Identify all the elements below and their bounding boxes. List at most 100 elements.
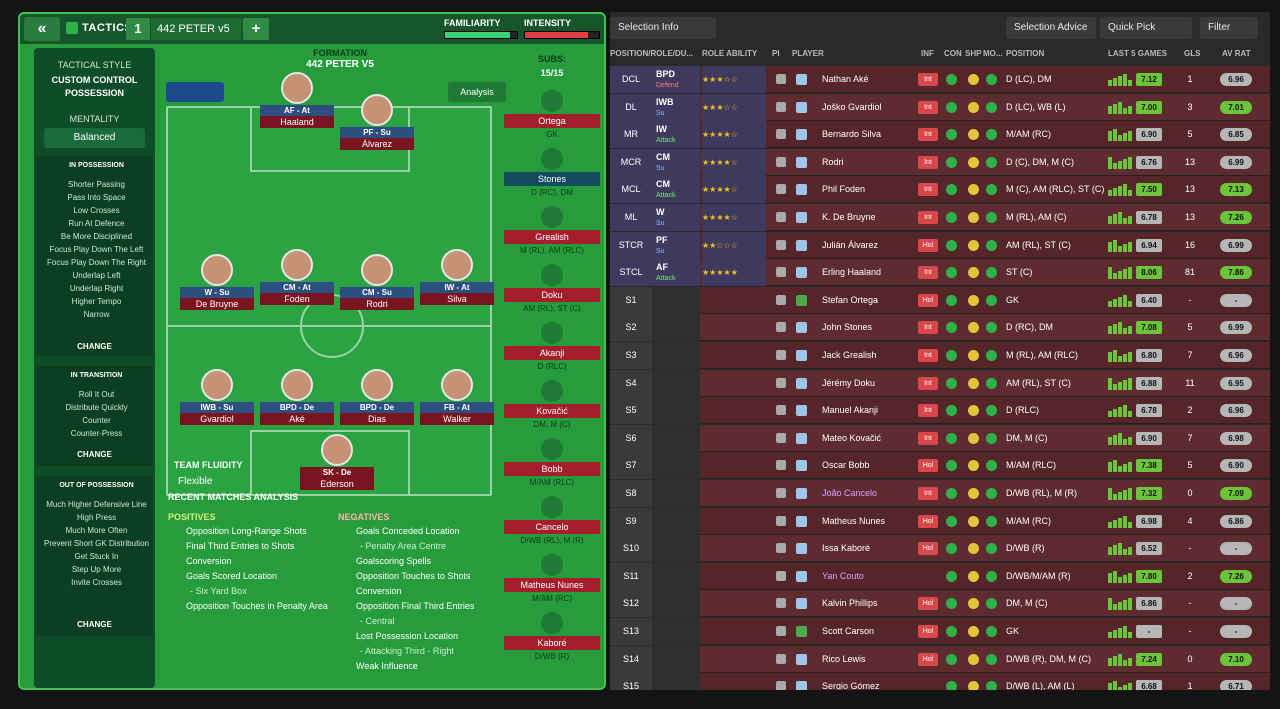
pi-icon[interactable] bbox=[776, 570, 786, 581]
pi-icon[interactable] bbox=[776, 626, 786, 636]
slot-label[interactable]: S12 bbox=[610, 590, 652, 618]
slot-label[interactable]: S7 bbox=[610, 452, 652, 480]
sub-player[interactable]: Ortega GK bbox=[504, 90, 600, 139]
sub-name[interactable]: Matheus Nunes bbox=[504, 578, 600, 592]
slot-label[interactable]: S8 bbox=[610, 480, 652, 507]
role-name[interactable]: IW bbox=[656, 124, 667, 135]
player-name[interactable]: Julián Álvarez bbox=[822, 239, 879, 250]
sub-name[interactable]: Kovačić bbox=[504, 404, 600, 418]
table-row[interactable]: DL IWB Su ★★★☆☆ Joško Gvardiol Int D (LC), WB … bbox=[610, 93, 1270, 121]
pi-icon[interactable] bbox=[776, 460, 786, 471]
role-cell[interactable] bbox=[652, 535, 700, 563]
table-row[interactable]: S11 Yan Couto D/WB/M/AM (R) 7.80 2 7.26 bbox=[610, 562, 1270, 590]
role-name[interactable]: AF bbox=[656, 262, 668, 273]
player-name[interactable]: John Stones bbox=[822, 322, 873, 333]
player-role[interactable]: W - Su bbox=[180, 287, 254, 298]
pitch-player[interactable]: W - Su De Bruyne bbox=[180, 254, 254, 310]
role-cell[interactable] bbox=[652, 590, 700, 618]
role-cell[interactable]: AF Attack bbox=[652, 259, 700, 287]
player-name[interactable]: Erling Haaland bbox=[822, 267, 882, 278]
table-row[interactable]: S14 Rico Lewis Hol D/WB (R), DM, M (C) 7.24 0… bbox=[610, 645, 1270, 673]
in-transition-change-button[interactable]: CHANGE bbox=[77, 450, 112, 459]
col-position[interactable]: POSITION bbox=[1006, 49, 1045, 58]
player-role[interactable]: IW - At bbox=[420, 282, 494, 293]
col-role-ability[interactable]: ROLE ABILITY bbox=[702, 49, 758, 58]
player-role[interactable]: BPD - De bbox=[340, 402, 414, 413]
role-cell[interactable] bbox=[652, 562, 700, 590]
role-cell[interactable]: PF Su bbox=[652, 231, 700, 259]
player-role[interactable]: AF - At bbox=[260, 105, 334, 116]
pi-icon[interactable] bbox=[776, 653, 786, 664]
col-gls[interactable]: GLS bbox=[1184, 49, 1201, 58]
player-role[interactable]: IWB - Su bbox=[180, 402, 254, 413]
table-row[interactable]: S12 Kalvin Phillips Hol DM, M (C) 6.86 - - bbox=[610, 590, 1270, 618]
table-row[interactable]: S3 Jack Grealish Int M (RL), AM (RLC) 6.80 7 6… bbox=[610, 342, 1270, 369]
role-cell[interactable] bbox=[652, 342, 700, 369]
intensity-bar[interactable] bbox=[524, 31, 600, 39]
role-cell[interactable]: IW Attack bbox=[652, 121, 700, 149]
player-name[interactable]: Oscar Bobb bbox=[822, 460, 870, 471]
pi-icon[interactable] bbox=[776, 598, 786, 609]
pi-icon[interactable] bbox=[776, 184, 786, 195]
slot-label[interactable]: DCL bbox=[610, 66, 652, 93]
role-name[interactable]: IWB bbox=[656, 96, 674, 107]
player-name[interactable]: Joško Gvardiol bbox=[822, 101, 882, 112]
formation-dropdown[interactable]: 442 PETER V5 bbox=[306, 59, 374, 70]
pi-icon[interactable] bbox=[776, 488, 786, 498]
slot-label[interactable]: S3 bbox=[610, 342, 652, 369]
slot-label[interactable]: MCR bbox=[610, 148, 652, 176]
player-name[interactable]: Rico Lewis bbox=[822, 653, 866, 664]
sub-name[interactable]: Ortega bbox=[504, 114, 600, 128]
role-cell[interactable]: W Su bbox=[652, 204, 700, 231]
pi-icon[interactable] bbox=[776, 432, 786, 443]
sub-player[interactable]: Akanji D (RLC) bbox=[504, 322, 600, 371]
pitch-player[interactable]: CM - At Foden bbox=[260, 249, 334, 305]
tactic-number-tab[interactable]: 1 bbox=[126, 18, 150, 40]
tactic-name-dropdown[interactable]: 442 PETER v5 bbox=[151, 18, 241, 40]
pi-icon[interactable] bbox=[776, 350, 786, 360]
player-role[interactable]: FB - At bbox=[420, 402, 494, 413]
player-name[interactable]: Scott Carson bbox=[822, 626, 875, 636]
view-toggle-buttons[interactable] bbox=[166, 82, 224, 102]
filter-dropdown[interactable]: Filter bbox=[1200, 17, 1258, 39]
slot-label[interactable]: S11 bbox=[610, 562, 652, 590]
col-last5[interactable]: LAST 5 GAMES bbox=[1108, 49, 1168, 58]
slot-label[interactable]: S1 bbox=[610, 286, 652, 314]
role-cell[interactable] bbox=[652, 452, 700, 480]
in-possession-change-button[interactable]: CHANGE bbox=[77, 342, 112, 351]
col-morale[interactable]: MO... bbox=[983, 49, 1003, 58]
role-cell[interactable] bbox=[652, 286, 700, 314]
table-row[interactable]: S8 João Cancelo Int D/WB (RL), M (R) 7.32 0 7.… bbox=[610, 480, 1270, 507]
recent-matches-link[interactable]: RECENT MATCHES ANALYSIS bbox=[168, 492, 299, 502]
player-name[interactable]: Matheus Nunes bbox=[822, 515, 886, 526]
slot-label[interactable]: S2 bbox=[610, 314, 652, 342]
pitch-player[interactable]: CM - Su Rodri bbox=[340, 254, 414, 310]
table-row[interactable]: MCL CM Attack ★★★★☆ Phil Foden Int M (C), AM (… bbox=[610, 176, 1270, 204]
familiarity-bar[interactable] bbox=[444, 31, 518, 39]
quick-pick-button[interactable]: Quick Pick bbox=[1100, 17, 1192, 39]
pi-icon[interactable] bbox=[776, 322, 786, 333]
slot-label[interactable]: S15 bbox=[610, 673, 652, 690]
pi-icon[interactable] bbox=[776, 267, 786, 278]
player-name[interactable]: Sergio Gómez bbox=[822, 681, 880, 690]
player-name[interactable]: Aké bbox=[260, 413, 334, 425]
pitch-player[interactable]: IWB - Su Gvardiol bbox=[180, 369, 254, 425]
pi-icon[interactable] bbox=[776, 212, 786, 222]
col-avrat[interactable]: AV RAT bbox=[1222, 49, 1251, 58]
player-name[interactable]: Ederson bbox=[300, 478, 374, 490]
mentality-dropdown[interactable]: Balanced bbox=[44, 128, 145, 148]
player-name[interactable]: Nathan Aké bbox=[822, 74, 869, 84]
col-con[interactable]: CON bbox=[944, 49, 962, 58]
player-role[interactable]: PF - Su bbox=[340, 127, 414, 138]
pi-icon[interactable] bbox=[776, 294, 786, 305]
table-row[interactable]: S6 Mateo Kovačić Int DM, M (C) 6.90 7 6.98 bbox=[610, 424, 1270, 452]
player-name[interactable]: Haaland bbox=[260, 116, 334, 128]
player-role[interactable]: SK - De bbox=[300, 467, 374, 478]
role-cell[interactable]: CM Su bbox=[652, 148, 700, 176]
player-role[interactable]: CM - Su bbox=[340, 287, 414, 298]
pi-icon[interactable] bbox=[776, 405, 786, 416]
out-of-possession-change-button[interactable]: CHANGE bbox=[77, 620, 112, 629]
col-shp[interactable]: SHP bbox=[965, 49, 982, 58]
sub-player[interactable]: Bobb M/AM (RLC) bbox=[504, 438, 600, 487]
table-row[interactable]: S15 Sergio Gómez D/WB (L), AM (L) 6.68 1 6.71 bbox=[610, 673, 1270, 690]
